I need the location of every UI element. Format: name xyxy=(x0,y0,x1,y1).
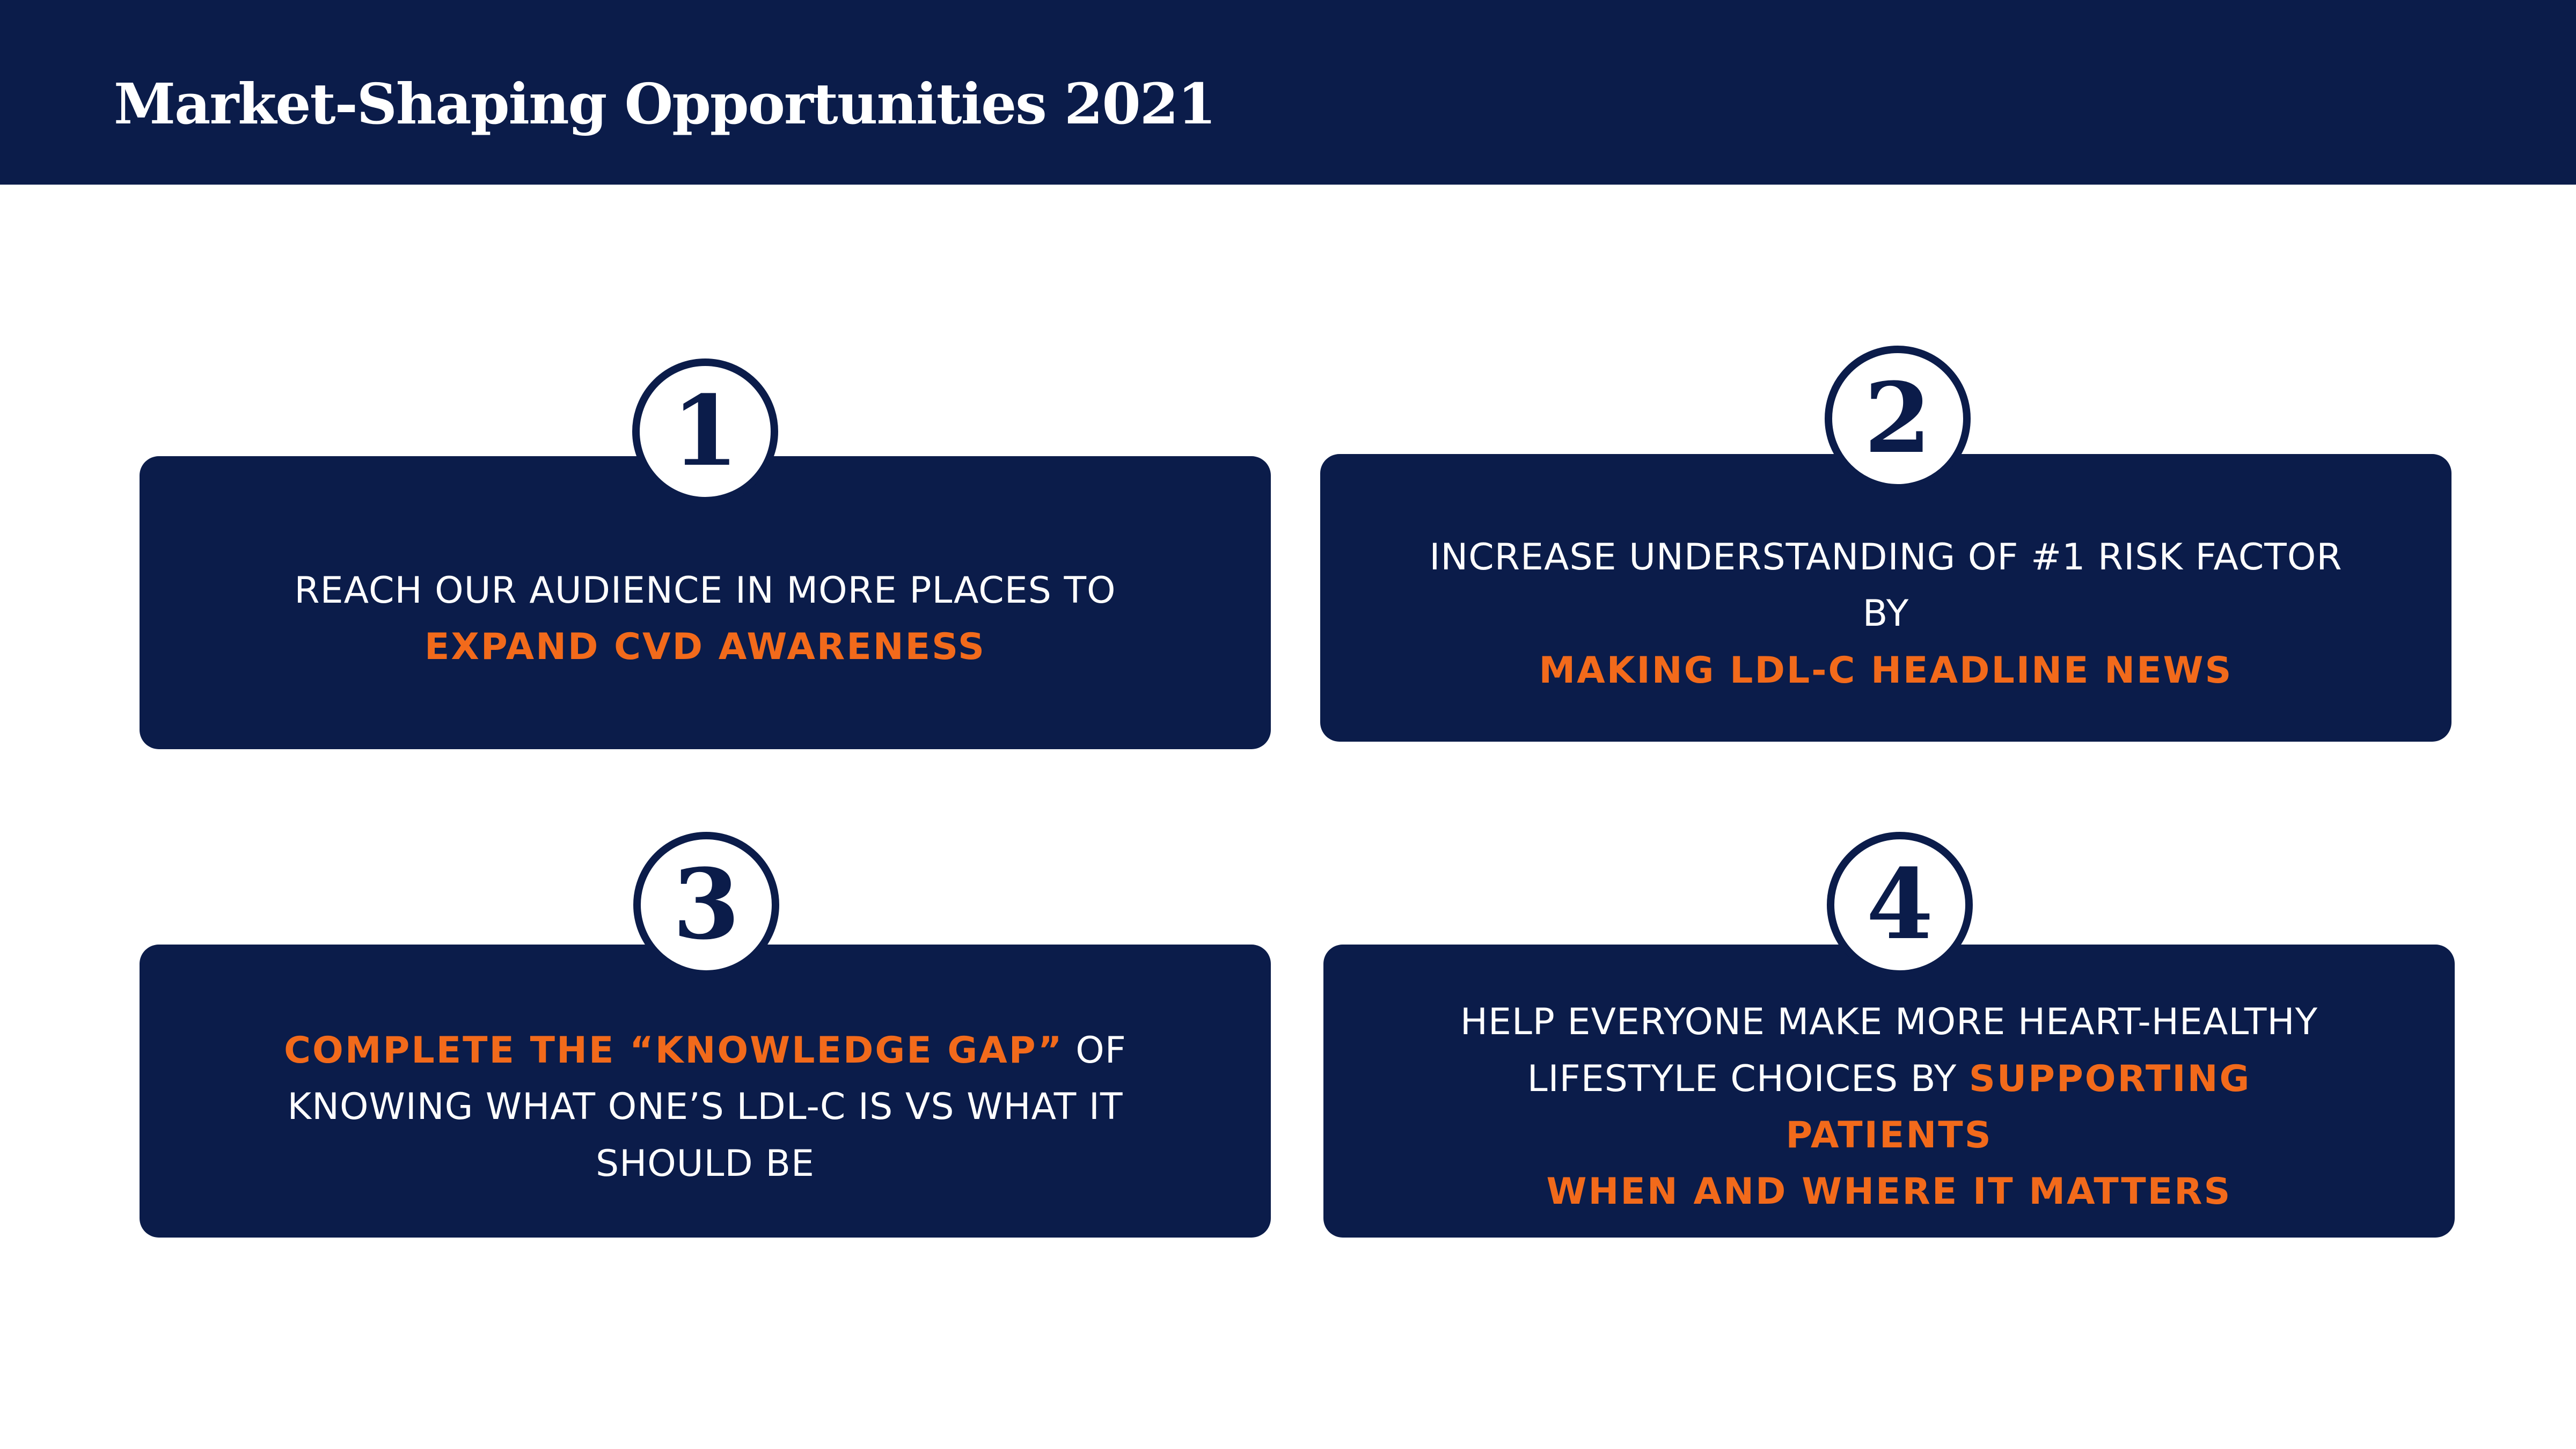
card-highlight-text: EXPAND CVD AWARENESS xyxy=(424,626,986,668)
header-bar: Market-Shaping Opportunities 2021 xyxy=(0,0,2576,185)
card-text: INCREASE UNDERSTANDING OF #1 RISK FACTOR… xyxy=(1417,529,2355,699)
opportunity-card-4: HELP EVERYONE MAKE MORE HEART-HEALTHY LIF… xyxy=(1323,945,2455,1238)
badge-number: 1 xyxy=(671,375,739,488)
page-title: Market-Shaping Opportunities 2021 xyxy=(114,71,1216,137)
card-body-text: REACH OUR AUDIENCE IN MORE PLACES TO xyxy=(294,569,1116,612)
card-highlight-text: COMPLETE THE “KNOWLEDGE GAP” xyxy=(284,1029,1064,1072)
card-text: COMPLETE THE “KNOWLEDGE GAP” OF KNOWING W… xyxy=(284,1022,1126,1192)
badge-number: 3 xyxy=(672,848,740,961)
card-body-text: HELP EVERYONE MAKE MORE HEART-HEALTHY xyxy=(1460,1001,2318,1044)
card-highlight-text: WHEN AND WHERE IT MATTERS xyxy=(1546,1170,2232,1213)
card-highlight-text: SUPPORTING PATIENTS xyxy=(1785,1057,2251,1157)
badge-number: 4 xyxy=(1866,848,1934,961)
opportunity-card-1: REACH OUR AUDIENCE IN MORE PLACES TO EXPA… xyxy=(140,456,1271,749)
opportunity-card-3: COMPLETE THE “KNOWLEDGE GAP” OF KNOWING W… xyxy=(140,945,1271,1238)
number-badge-3: 3 xyxy=(633,832,779,978)
card-highlight-text: MAKING LDL-C HEADLINE NEWS xyxy=(1539,649,2233,692)
badge-number: 2 xyxy=(1864,362,1931,475)
number-badge-1: 1 xyxy=(632,358,778,504)
card-body-text: KNOWING WHAT ONE’S LDL-C IS VS WHAT IT xyxy=(287,1086,1123,1129)
card-text: HELP EVERYONE MAKE MORE HEART-HEALTHY LIF… xyxy=(1420,994,2358,1220)
opportunity-card-2: INCREASE UNDERSTANDING OF #1 RISK FACTOR… xyxy=(1320,454,2451,742)
card-text: REACH OUR AUDIENCE IN MORE PLACES TO EXPA… xyxy=(294,562,1116,676)
card-body-text: OF xyxy=(1063,1029,1126,1072)
card-body-text: SHOULD BE xyxy=(595,1142,815,1185)
number-badge-2: 2 xyxy=(1825,346,1971,492)
number-badge-4: 4 xyxy=(1827,832,1973,978)
card-body-text: LIFESTYLE CHOICES BY xyxy=(1527,1057,1969,1100)
card-body-text: INCREASE UNDERSTANDING OF #1 RISK FACTOR… xyxy=(1429,536,2343,635)
